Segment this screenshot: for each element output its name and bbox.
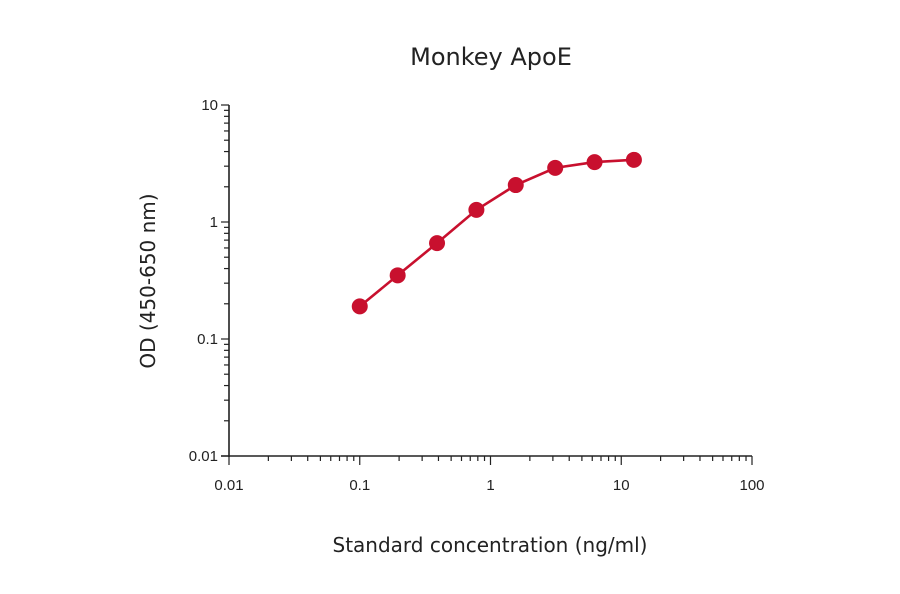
y-axis-label: OD (450-650 nm) — [136, 193, 160, 368]
y-tick-label: 0.01 — [189, 448, 218, 465]
series-line — [358, 158, 634, 308]
x-tick-label: 0.01 — [214, 477, 243, 494]
chart-title: Monkey ApoE — [410, 43, 572, 71]
x-axis: 0.01 0.1 1 10 100 — [214, 455, 765, 494]
data-point — [507, 177, 524, 194]
x-tick-label: 0.1 — [349, 477, 370, 494]
y-tick-label: 1 — [210, 214, 218, 231]
data-point — [351, 298, 368, 315]
data-point — [625, 151, 642, 168]
data-point — [429, 235, 446, 252]
y-tick-label: 0.1 — [197, 331, 218, 348]
x-tick-label: 100 — [739, 477, 764, 494]
x-axis-label: Standard concentration (ng/ml) — [333, 533, 648, 557]
data-point — [586, 154, 603, 171]
data-point — [468, 201, 485, 218]
data-point — [547, 159, 564, 176]
data-series — [351, 151, 642, 315]
x-tick-label: 1 — [486, 477, 494, 494]
y-axis: 0.01 0.1 1 10 — [189, 97, 230, 465]
data-point — [389, 267, 406, 284]
x-tick-label: 10 — [613, 477, 630, 494]
y-tick-label: 10 — [201, 97, 218, 114]
